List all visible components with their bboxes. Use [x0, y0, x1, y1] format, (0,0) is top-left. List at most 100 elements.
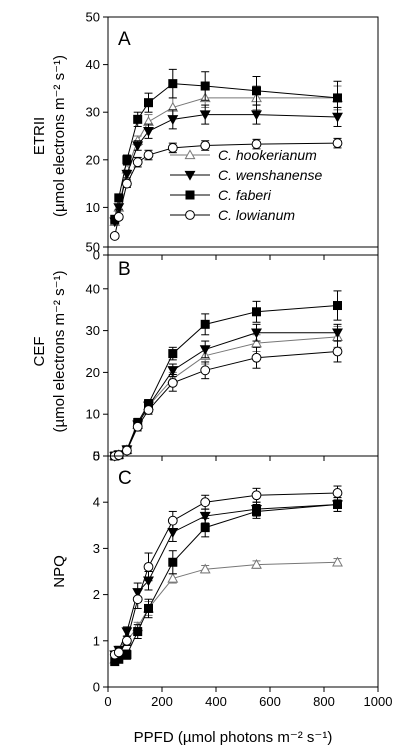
data-point — [122, 650, 132, 660]
data-point — [332, 556, 343, 567]
y-tick-label: 40 — [86, 281, 100, 296]
data-point — [332, 346, 343, 357]
data-point — [251, 110, 262, 121]
legend-label: C. wenshanense — [218, 167, 323, 183]
data-point — [199, 563, 211, 574]
y-tick-label: 5 — [93, 449, 100, 464]
panel-letter: A — [118, 29, 131, 50]
data-point — [199, 345, 211, 356]
y-tick-label: 50 — [86, 10, 100, 25]
data-point — [251, 328, 262, 339]
data-point — [200, 81, 210, 91]
legend-marker — [185, 210, 195, 220]
series-c--faberi — [110, 290, 342, 461]
data-point — [167, 572, 179, 583]
legend-marker — [184, 170, 196, 181]
series-c--wenshanense — [109, 323, 343, 462]
panel-a: 0 10 20 30 40 50 ETRII (µmol electrons m⁻² s⁻¹)… — [31, 10, 379, 263]
data-point — [113, 450, 124, 461]
y-axis-title: ETRII — [31, 117, 48, 155]
y-tick-label: 0 — [93, 680, 100, 695]
x-tick-label: 1000 — [364, 694, 393, 709]
data-point — [200, 140, 211, 151]
series-c--lowianum — [109, 340, 343, 461]
y-tick-label: 20 — [86, 152, 100, 167]
y-tick-label: 20 — [86, 365, 100, 380]
y-tick-label: 10 — [86, 407, 100, 422]
y-tick-label: 4 — [93, 495, 100, 510]
data-point — [144, 98, 153, 108]
y-tick-label: 30 — [86, 323, 100, 338]
y-tick-label: 0 — [93, 248, 100, 263]
data-point — [133, 627, 143, 637]
y-tick-label: 3 — [93, 541, 100, 556]
x-tick-label: 600 — [259, 694, 281, 709]
data-point — [252, 307, 261, 317]
x-tick-label: 400 — [205, 694, 227, 709]
data-point — [168, 349, 178, 359]
x-tick-label: 800 — [313, 694, 335, 709]
data-point — [251, 352, 262, 363]
y-tick-label: 30 — [86, 105, 100, 120]
data-point — [122, 635, 132, 646]
data-point — [252, 86, 261, 96]
data-point — [251, 139, 262, 149]
data-point — [200, 523, 210, 533]
data-point — [168, 79, 178, 89]
data-point — [333, 93, 342, 103]
y-axis-title: CEF — [31, 337, 48, 367]
legend-label: C. lowianum — [218, 207, 295, 223]
legend-item: C. faberi — [170, 187, 272, 203]
data-point — [109, 231, 120, 241]
data-point — [143, 127, 154, 137]
y-tick-label: 50 — [86, 240, 100, 255]
data-point — [113, 212, 124, 222]
legend-label: C. hookerianum — [218, 147, 317, 163]
x-tick-label: 0 — [104, 694, 111, 709]
series-line — [114, 336, 338, 457]
series-c--hookerianum — [109, 325, 343, 461]
data-point — [200, 365, 211, 376]
data-point — [167, 377, 178, 388]
data-point — [132, 141, 144, 152]
data-point — [132, 421, 143, 432]
series-c--lowianum — [109, 137, 343, 241]
series-c--lowianum — [109, 485, 343, 660]
legend-marker — [185, 190, 195, 200]
data-point — [167, 366, 179, 376]
data-point — [251, 558, 262, 569]
y-tick-label: 2 — [93, 587, 100, 602]
data-point — [122, 155, 132, 165]
y-tick-label: 40 — [86, 57, 100, 72]
series-line — [114, 305, 338, 457]
data-point — [143, 405, 154, 415]
data-point — [113, 647, 124, 658]
legend-item: C. wenshanense — [170, 167, 323, 183]
data-point — [199, 511, 211, 522]
data-point — [122, 178, 132, 189]
data-point — [332, 488, 343, 498]
data-point — [199, 110, 211, 121]
data-point — [132, 594, 143, 605]
data-point — [251, 490, 262, 501]
data-point — [143, 561, 154, 572]
panel-letter: C — [118, 468, 132, 489]
data-point — [143, 150, 154, 160]
data-point — [167, 115, 179, 125]
y-axis-unit: (µmol electrons m⁻² s⁻¹) — [51, 55, 68, 217]
series-line — [114, 332, 338, 457]
data-point — [333, 500, 342, 510]
plot-frame — [107, 455, 379, 688]
data-point — [132, 157, 143, 168]
x-axis-title: PPFD (µmol photons m⁻² s⁻¹) — [134, 729, 333, 746]
data-point — [167, 515, 178, 526]
legend-label: C. faberi — [218, 187, 272, 203]
series-c--faberi — [110, 497, 342, 667]
data-point — [167, 143, 178, 153]
data-point — [133, 114, 143, 124]
data-point — [332, 138, 343, 149]
plot-frame — [107, 16, 379, 256]
y-axis-title: NPQ — [51, 555, 68, 588]
